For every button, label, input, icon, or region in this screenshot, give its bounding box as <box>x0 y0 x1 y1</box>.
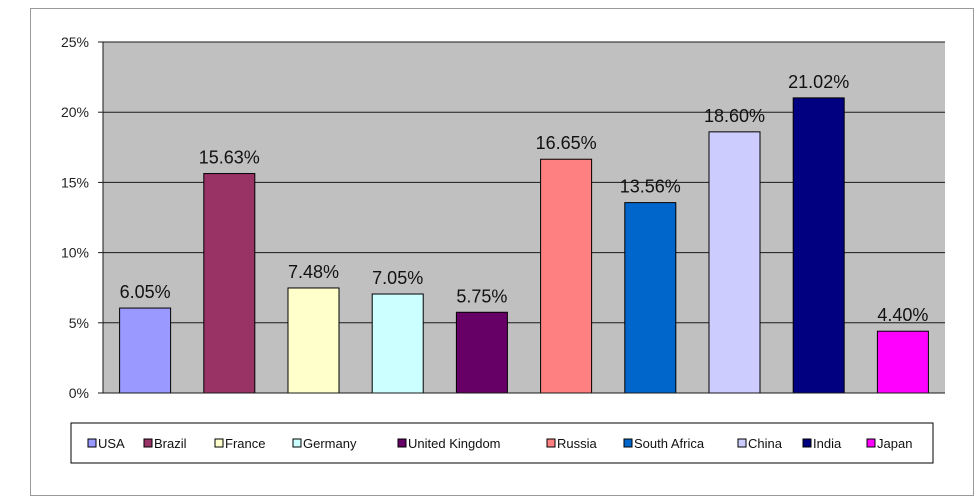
bar-japan <box>876 330 929 394</box>
y-tick-label: 20% <box>61 104 89 120</box>
data-label: 18.60% <box>704 106 765 126</box>
data-label: 15.63% <box>199 148 260 168</box>
legend-label: India <box>813 436 842 451</box>
legend-label: China <box>748 436 783 451</box>
legend-label: France <box>225 436 265 451</box>
bar-chart: 0% 5% 10% 15% 20% 25% 6.05% 15.63% 7.48% 7.05% 5.… <box>61 34 945 464</box>
bars <box>119 97 929 394</box>
chart-frame: 0% 5% 10% 15% 20% 25% 6.05% 15.63% 7.48% 7.05% 5.… <box>30 8 974 496</box>
data-label: 7.05% <box>372 268 423 288</box>
bar-south-africa <box>624 202 677 394</box>
bar-brazil <box>203 173 256 394</box>
legend-swatch <box>292 438 302 448</box>
legend-label: United Kingdom <box>408 436 501 451</box>
legend-label: Brazil <box>154 436 187 451</box>
legend-swatch <box>214 438 224 448</box>
legend-swatch <box>623 438 633 448</box>
legend-label: South Africa <box>634 436 705 451</box>
legend-swatch <box>87 438 97 448</box>
legend-swatch <box>737 438 747 448</box>
y-axis-ticks: 0% 5% 10% 15% 20% 25% <box>61 34 103 401</box>
y-tick-label: 5% <box>69 315 89 331</box>
bar-united-kingdom <box>455 311 508 394</box>
legend: USA Brazil France Germany United Kingdom Russ… <box>70 422 934 464</box>
legend-swatch <box>866 438 876 448</box>
bar-france <box>287 287 340 394</box>
data-label: 5.75% <box>456 286 507 306</box>
data-label: 16.65% <box>536 133 597 153</box>
bar-china <box>708 131 761 394</box>
y-tick-label: 10% <box>61 245 89 261</box>
legend-label: Japan <box>877 436 912 451</box>
bar-russia <box>540 158 593 394</box>
data-labels: 6.05% 15.63% 7.48% 7.05% 5.75% 16.65% 13.56% 18… <box>120 72 929 325</box>
legend-label: Russia <box>557 436 598 451</box>
data-label: 13.56% <box>620 177 681 197</box>
legend-label: Germany <box>303 436 357 451</box>
bar-india <box>792 97 845 394</box>
y-tick-label: 0% <box>69 385 89 401</box>
legend-swatch <box>546 438 556 448</box>
y-tick-label: 15% <box>61 174 89 190</box>
bar-germany <box>371 293 424 394</box>
legend-swatch <box>397 438 407 448</box>
legend-swatch <box>802 438 812 448</box>
bar-usa <box>119 307 172 394</box>
data-label: 6.05% <box>120 282 171 302</box>
data-label: 4.40% <box>877 305 928 325</box>
legend-swatch <box>143 438 153 448</box>
y-tick-label: 25% <box>61 34 89 50</box>
data-label: 21.02% <box>788 72 849 92</box>
data-label: 7.48% <box>288 262 339 282</box>
legend-label: USA <box>98 436 125 451</box>
